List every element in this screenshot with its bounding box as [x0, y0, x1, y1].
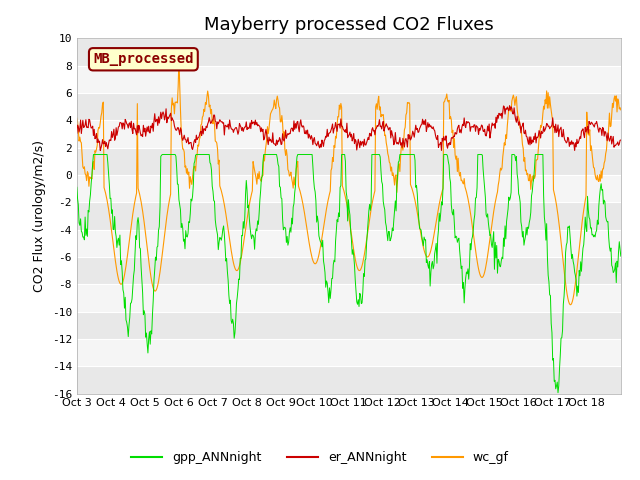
Bar [77, 203, 621, 229]
wc_gf [223, 221, 231, 227]
gpp_ANNnight [617, 253, 625, 259]
gpp_ANNnight [431, 246, 439, 252]
wc_gf [83, 178, 90, 183]
wc_gf [431, 223, 439, 229]
Legend: gpp_ANNnight, er_ANNnight, wc_gf: gpp_ANNnight, er_ANNnight, wc_gf [126, 446, 514, 469]
er_ANNnight [83, 124, 90, 130]
Text: MB_processed: MB_processed [93, 52, 194, 66]
wc_gf [195, 143, 202, 149]
er_ANNnight [97, 147, 104, 153]
wc_gf [566, 302, 574, 308]
wc_gf [175, 56, 183, 62]
gpp_ANNnight [195, 152, 202, 157]
Bar [77, 175, 621, 203]
Bar [77, 66, 621, 93]
Bar [77, 93, 621, 120]
Bar [77, 284, 621, 312]
Bar [77, 38, 621, 66]
Line: wc_gf: wc_gf [77, 59, 621, 305]
Line: gpp_ANNnight: gpp_ANNnight [77, 155, 621, 393]
wc_gf [617, 107, 625, 113]
gpp_ANNnight [416, 225, 424, 231]
Bar [77, 229, 621, 257]
Line: er_ANNnight: er_ANNnight [77, 106, 621, 150]
er_ANNnight [223, 124, 231, 130]
Bar [77, 120, 621, 148]
Bar [77, 148, 621, 175]
Bar [77, 312, 621, 339]
er_ANNnight [506, 103, 513, 108]
er_ANNnight [73, 130, 81, 136]
gpp_ANNnight [140, 312, 147, 318]
wc_gf [416, 223, 424, 229]
Title: Mayberry processed CO2 Fluxes: Mayberry processed CO2 Fluxes [204, 16, 493, 34]
er_ANNnight [140, 122, 147, 128]
wc_gf [139, 208, 147, 214]
er_ANNnight [416, 126, 424, 132]
gpp_ANNnight [83, 226, 90, 232]
Bar [77, 339, 621, 366]
Bar [77, 366, 621, 394]
gpp_ANNnight [90, 152, 97, 157]
wc_gf [73, 115, 81, 121]
Bar [77, 257, 621, 284]
Y-axis label: CO2 Flux (urology/m2/s): CO2 Flux (urology/m2/s) [33, 140, 46, 292]
gpp_ANNnight [223, 268, 231, 274]
er_ANNnight [617, 137, 625, 143]
er_ANNnight [431, 132, 439, 138]
er_ANNnight [195, 135, 202, 141]
gpp_ANNnight [73, 184, 81, 190]
gpp_ANNnight [554, 390, 562, 396]
